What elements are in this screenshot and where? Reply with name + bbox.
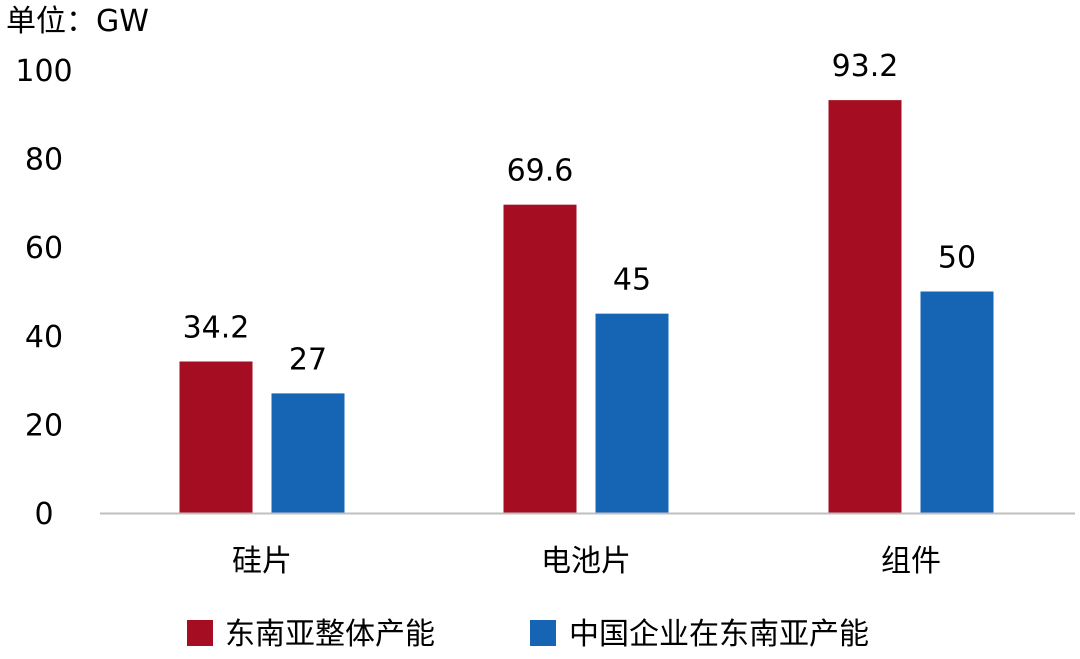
bar-value-label: 50 (938, 241, 976, 276)
legend-label: 中国企业在东南亚产能 (569, 617, 869, 652)
bars (179, 100, 994, 514)
y-tick-label: 100 (15, 54, 72, 89)
value-labels: 34.2 27 69.6 45 93.2 50 (183, 49, 976, 377)
legend: 东南亚整体产能 中国企业在东南亚产能 (187, 617, 869, 652)
x-axis-ticks: 硅片 电池片 组件 (232, 544, 941, 579)
bar (503, 204, 577, 513)
legend-label: 东南亚整体产能 (225, 617, 435, 652)
legend-swatch (530, 620, 556, 646)
legend-swatch (187, 620, 213, 646)
y-axis-ticks: 0 20 40 60 80 100 (15, 54, 72, 532)
y-tick-label: 60 (25, 231, 63, 266)
unit-label: 单位：GW (6, 4, 149, 39)
y-tick-label: 40 (25, 320, 63, 355)
y-tick-label: 20 (25, 408, 63, 443)
x-tick-label: 组件 (881, 544, 941, 579)
bar-value-label: 93.2 (832, 49, 899, 84)
bar (595, 313, 669, 513)
x-tick-label: 硅片 (232, 544, 292, 579)
bar-value-label: 45 (613, 263, 651, 298)
bar-value-label: 34.2 (183, 310, 250, 345)
y-tick-label: 80 (25, 143, 63, 178)
bar-value-label: 69.6 (507, 154, 574, 189)
bar (271, 393, 345, 513)
x-tick-label: 电池片 (541, 544, 631, 579)
bar (920, 291, 994, 513)
bar-value-label: 27 (289, 342, 327, 377)
y-tick-label: 0 (34, 497, 53, 532)
bar (179, 361, 253, 513)
bar (828, 100, 902, 514)
